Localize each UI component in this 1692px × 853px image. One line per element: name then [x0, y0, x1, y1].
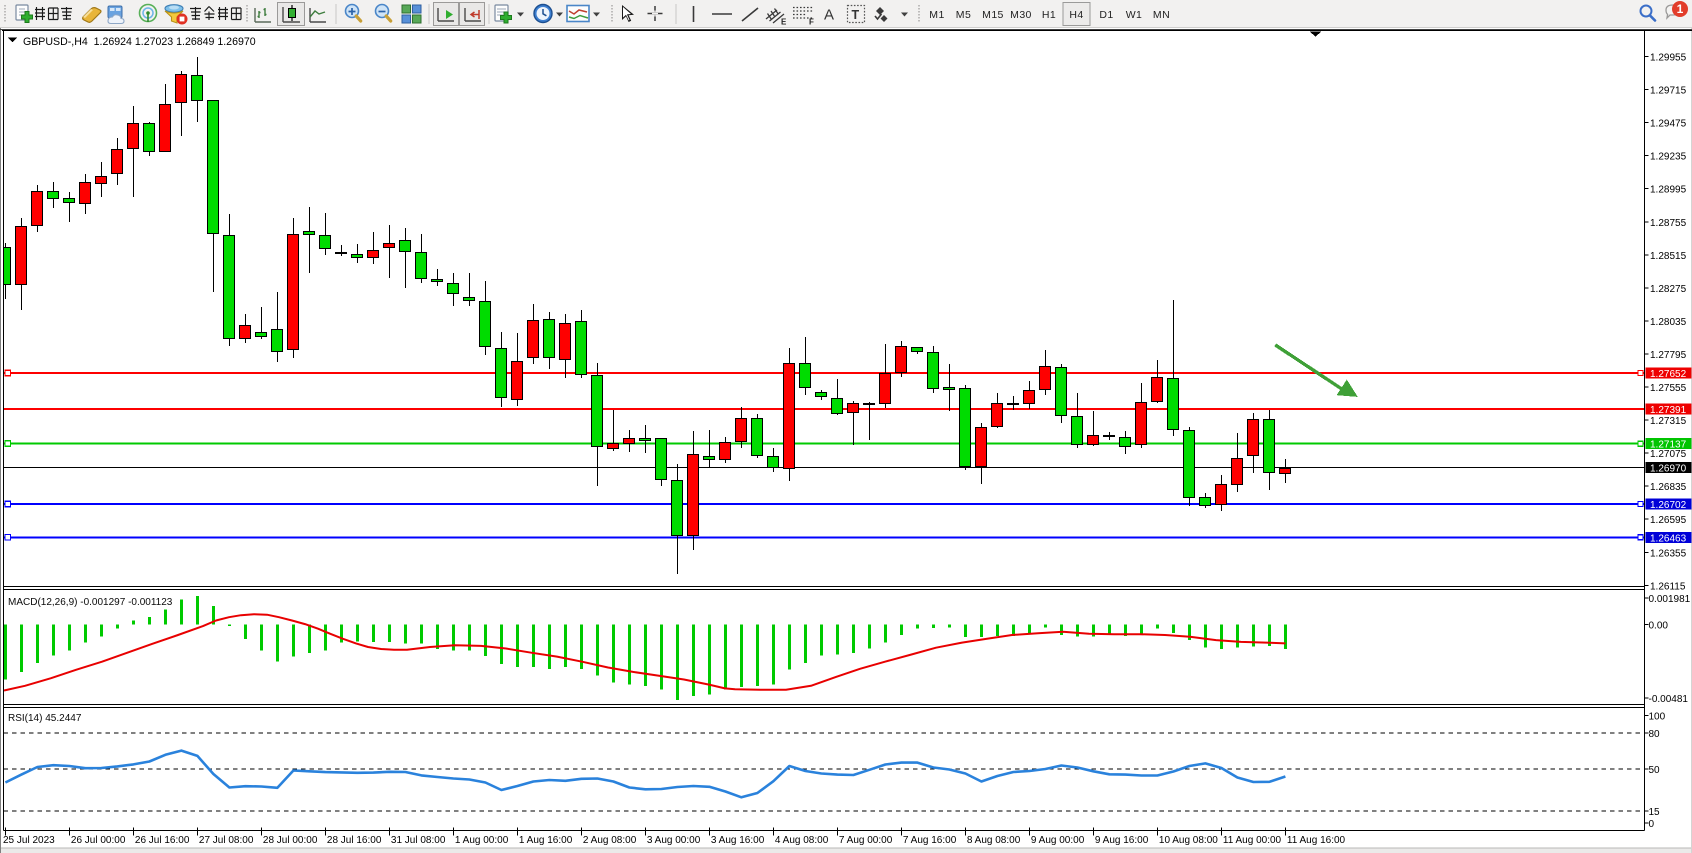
- svg-text:H4: H4: [1069, 9, 1083, 21]
- svg-text:-0.00481: -0.00481: [1649, 694, 1689, 705]
- svg-text:1.29955: 1.29955: [1650, 53, 1687, 64]
- svg-text:28 Jul 00:00: 28 Jul 00:00: [263, 835, 318, 846]
- svg-text:3 Aug 00:00: 3 Aug 00:00: [647, 835, 701, 846]
- svg-text:9 Aug 00:00: 9 Aug 00:00: [1031, 835, 1085, 846]
- svg-text:GBPUSD-,H4 1.26924 1.27023 1.: GBPUSD-,H4 1.26924 1.27023 1.26849 1.269…: [23, 36, 256, 48]
- svg-text:M1: M1: [929, 9, 944, 21]
- svg-text:7 Aug 16:00: 7 Aug 16:00: [903, 835, 957, 846]
- svg-text:1 Aug 00:00: 1 Aug 00:00: [455, 835, 509, 846]
- svg-text:80: 80: [1649, 729, 1661, 740]
- svg-text:1 Aug 16:00: 1 Aug 16:00: [519, 835, 573, 846]
- svg-text:28 Jul 16:00: 28 Jul 16:00: [327, 835, 382, 846]
- svg-text:2 Aug 08:00: 2 Aug 08:00: [583, 835, 637, 846]
- svg-text:M5: M5: [956, 9, 971, 21]
- svg-text:1.26835: 1.26835: [1650, 482, 1687, 493]
- svg-text:H1: H1: [1042, 9, 1056, 21]
- svg-text:31 Jul 08:00: 31 Jul 08:00: [391, 835, 446, 846]
- svg-text:1.28995: 1.28995: [1650, 185, 1687, 196]
- svg-text:M15: M15: [982, 9, 1004, 21]
- svg-text:1.29475: 1.29475: [1650, 119, 1687, 130]
- svg-text:1.28755: 1.28755: [1650, 218, 1687, 229]
- svg-text:4 Aug 08:00: 4 Aug 08:00: [775, 835, 829, 846]
- svg-text:10 Aug 08:00: 10 Aug 08:00: [1159, 835, 1218, 846]
- svg-text:T: T: [852, 8, 860, 22]
- svg-text:1.26463: 1.26463: [1650, 533, 1687, 544]
- svg-text:26 Jul 16:00: 26 Jul 16:00: [135, 835, 190, 846]
- svg-text:0.001981: 0.001981: [1649, 594, 1691, 605]
- svg-text:9 Aug 16:00: 9 Aug 16:00: [1095, 835, 1149, 846]
- svg-text:1.26702: 1.26702: [1650, 500, 1687, 511]
- svg-text:27 Jul 08:00: 27 Jul 08:00: [199, 835, 254, 846]
- svg-text:8 Aug 08:00: 8 Aug 08:00: [967, 835, 1021, 846]
- svg-text:7 Aug 00:00: 7 Aug 00:00: [839, 835, 893, 846]
- svg-text:1.27652: 1.27652: [1650, 369, 1687, 380]
- svg-text:11 Aug 00:00: 11 Aug 00:00: [1223, 835, 1282, 846]
- svg-text:1.27391: 1.27391: [1650, 405, 1687, 416]
- svg-text:RSI(14) 45.2447: RSI(14) 45.2447: [8, 713, 82, 724]
- svg-text:E: E: [781, 18, 787, 27]
- svg-text:25 Jul 2023: 25 Jul 2023: [3, 835, 55, 846]
- svg-text:MN: MN: [1153, 9, 1170, 21]
- svg-text:1.27795: 1.27795: [1650, 350, 1687, 361]
- svg-text:3 Aug 16:00: 3 Aug 16:00: [711, 835, 765, 846]
- svg-text:26 Jul 00:00: 26 Jul 00:00: [71, 835, 126, 846]
- svg-text:1.29235: 1.29235: [1650, 152, 1687, 163]
- svg-text:100: 100: [1649, 712, 1666, 723]
- svg-text:M30: M30: [1010, 9, 1032, 21]
- svg-text:D1: D1: [1099, 9, 1113, 21]
- svg-text:MACD(12,26,9) -0.001297 -0.001: MACD(12,26,9) -0.001297 -0.001123: [8, 597, 173, 608]
- svg-text:50: 50: [1649, 765, 1661, 776]
- svg-text:1.27075: 1.27075: [1650, 449, 1687, 460]
- svg-text:1.28275: 1.28275: [1650, 284, 1687, 295]
- svg-text:1.28035: 1.28035: [1650, 317, 1687, 328]
- svg-text:1.27555: 1.27555: [1650, 383, 1687, 394]
- svg-text:1.28515: 1.28515: [1650, 251, 1687, 262]
- svg-text:A: A: [824, 7, 834, 24]
- svg-text:11 Aug 16:00: 11 Aug 16:00: [1287, 835, 1346, 846]
- svg-text:F: F: [809, 18, 814, 27]
- svg-text:1: 1: [1677, 2, 1684, 16]
- svg-text:1.26970: 1.26970: [1650, 463, 1687, 474]
- svg-text:1.27137: 1.27137: [1650, 440, 1687, 451]
- svg-text:W1: W1: [1126, 9, 1143, 21]
- svg-text:1.27315: 1.27315: [1650, 416, 1687, 427]
- svg-text:1.29715: 1.29715: [1650, 86, 1687, 97]
- svg-text:1.26595: 1.26595: [1650, 515, 1687, 526]
- svg-text:0: 0: [1649, 819, 1655, 830]
- svg-text:15: 15: [1649, 807, 1661, 818]
- svg-text:0.00: 0.00: [1649, 620, 1669, 631]
- svg-text:1.26115: 1.26115: [1650, 581, 1686, 592]
- svg-text:1.26355: 1.26355: [1650, 548, 1687, 559]
